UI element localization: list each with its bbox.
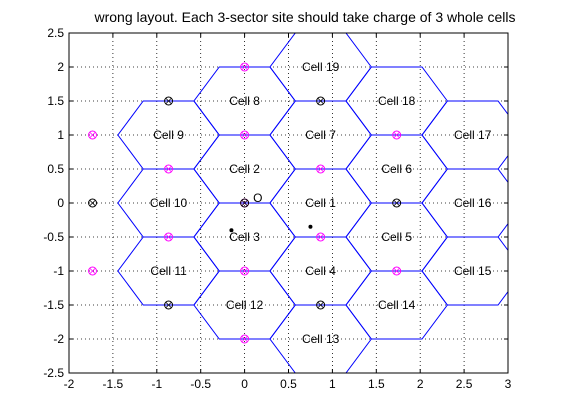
site-marker-black-cross-b — [393, 199, 400, 207]
y-tick-label: 2.5 — [47, 26, 64, 40]
site-marker-magenta-cross-b — [317, 233, 324, 241]
data-dot — [308, 224, 313, 229]
y-tick-label: 1 — [57, 128, 64, 142]
site-marker-black — [88, 198, 98, 208]
x-tick-label: 3 — [505, 377, 512, 391]
y-tick-label: 0 — [57, 196, 64, 210]
data-dot — [229, 228, 234, 233]
cell-hexagon — [269, 33, 372, 102]
site-marker-magenta — [88, 266, 98, 276]
site-marker-magenta-cross-b — [89, 131, 96, 139]
site-marker-magenta — [88, 130, 98, 140]
y-tick-label: -2.5 — [43, 366, 64, 380]
cell-label: Cell 16 — [454, 196, 492, 210]
site-marker-magenta-cross-b — [241, 63, 248, 71]
site-marker-black-cross-b — [317, 301, 324, 309]
y-tick-label: -1 — [53, 264, 64, 278]
site-marker-magenta-cross-b — [317, 165, 324, 173]
y-tick-label: 2 — [57, 60, 64, 74]
site-marker-black-cross-b — [165, 301, 172, 309]
cell-label: Cell 15 — [454, 264, 492, 278]
site-marker-magenta — [164, 164, 174, 174]
site-marker-magenta — [240, 266, 250, 276]
site-marker-magenta — [240, 62, 250, 72]
cell-label: Cell 2 — [229, 162, 260, 176]
y-tick-label: -2 — [53, 332, 64, 346]
site-marker-magenta-cross-b — [89, 267, 96, 275]
site-marker-black-cross-b — [241, 199, 248, 207]
x-tick-label: -2 — [64, 377, 75, 391]
y-tick-label: -0.5 — [43, 230, 64, 244]
site-marker-magenta — [164, 232, 174, 242]
cell-label: Cell 3 — [229, 230, 260, 244]
site-marker-magenta-cross-b — [393, 267, 400, 275]
cell-label: Cell 4 — [305, 264, 336, 278]
site-marker-black — [164, 96, 174, 106]
cell-label: Cell 8 — [229, 94, 260, 108]
x-tick-label: 1 — [329, 377, 336, 391]
cell-label: Cell 6 — [381, 162, 412, 176]
x-tick-label: -1.5 — [103, 377, 124, 391]
site-marker-magenta-cross-b — [165, 165, 172, 173]
chart-title: wrong layout. Each 3-sector site should … — [93, 9, 515, 25]
cell-label: Cell 12 — [226, 298, 264, 312]
site-marker-magenta-cross-b — [393, 131, 400, 139]
site-marker-black — [316, 300, 326, 310]
cell-label: Cell 7 — [305, 128, 336, 142]
site-marker-magenta — [240, 334, 250, 344]
tick-layer: -2 -1.5 -1 -0.5 0 0.5 1 1.5 2 2.5 3-2.5-2-1.5-1-0.… — [43, 26, 511, 391]
cell-label: Cell 19 — [302, 60, 340, 74]
x-tick-label: -1 — [151, 377, 162, 391]
cell-label: Cell 11 — [150, 264, 187, 278]
cell-label-layer: Cell 1 Cell 2 Cell 3 Cell 4 Cell 5 Cell 6 Cell… — [150, 60, 492, 346]
cell-label: Cell 1 — [305, 196, 336, 210]
site-marker-black — [164, 300, 174, 310]
site-marker-magenta — [240, 130, 250, 140]
site-marker-magenta-cross-b — [241, 267, 248, 275]
x-tick-label: 1.5 — [368, 377, 385, 391]
hexagon-layer — [117, 33, 508, 373]
cell-label: Cell 17 — [454, 128, 492, 142]
site-marker-magenta-cross-b — [241, 131, 248, 139]
site-marker-black-cross-b — [165, 97, 172, 105]
site-marker-layer: O — [88, 62, 402, 344]
grid-layer — [69, 33, 508, 373]
site-marker-magenta-cross-b — [241, 335, 248, 343]
origin-label: O — [253, 191, 262, 205]
cell-label: Cell 10 — [150, 196, 188, 210]
cell-label: Cell 9 — [153, 128, 184, 142]
site-marker-black — [316, 96, 326, 106]
cell-label: Cell 14 — [378, 298, 416, 312]
cell-label: Cell 5 — [381, 230, 412, 244]
site-marker-magenta — [316, 232, 326, 242]
y-tick-label: -1.5 — [43, 298, 64, 312]
site-marker-magenta — [392, 130, 402, 140]
cell-label: Cell 18 — [378, 94, 416, 108]
site-marker-black-cross-b — [317, 97, 324, 105]
x-tick-label: -0.5 — [190, 377, 211, 391]
site-marker-magenta — [316, 164, 326, 174]
cell-label: Cell 13 — [302, 332, 340, 346]
x-tick-label: 0 — [241, 377, 248, 391]
site-marker-black — [240, 198, 250, 208]
site-marker-magenta-cross-b — [165, 233, 172, 241]
x-tick-label: 2 — [417, 377, 424, 391]
x-tick-label: 0.5 — [280, 377, 297, 391]
y-tick-label: 0.5 — [47, 162, 64, 176]
site-marker-black — [392, 198, 402, 208]
site-marker-black-cross-b — [89, 199, 96, 207]
y-tick-label: 1.5 — [47, 94, 64, 108]
x-tick-label: 2.5 — [456, 377, 473, 391]
site-marker-magenta — [392, 266, 402, 276]
